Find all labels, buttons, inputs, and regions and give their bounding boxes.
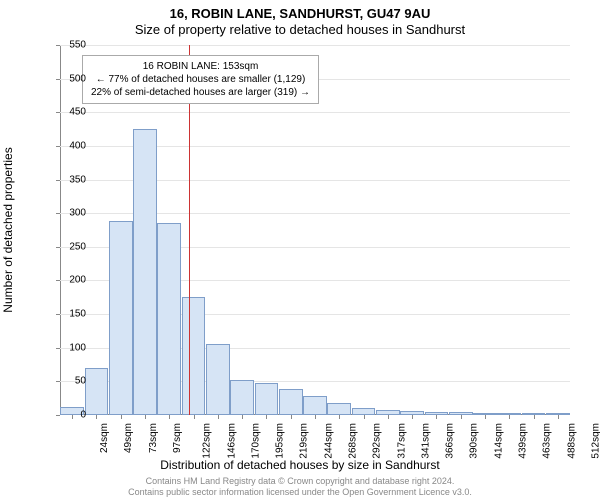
y-axis-line bbox=[60, 45, 61, 415]
histogram-bar bbox=[157, 223, 181, 415]
x-tick-mark bbox=[121, 415, 122, 419]
x-tick-mark bbox=[388, 415, 389, 419]
x-tick-label: 122sqm bbox=[202, 423, 213, 459]
x-tick-label: 292sqm bbox=[372, 423, 383, 459]
x-tick-label: 49sqm bbox=[123, 423, 134, 453]
histogram-bar bbox=[303, 396, 327, 415]
y-tick-label: 500 bbox=[46, 73, 86, 84]
chart-title-sub: Size of property relative to detached ho… bbox=[0, 22, 600, 37]
x-tick-mark bbox=[315, 415, 316, 419]
x-tick-mark bbox=[339, 415, 340, 419]
histogram-bar bbox=[182, 297, 206, 415]
info-box: 16 ROBIN LANE: 153sqm← 77% of detached h… bbox=[82, 55, 319, 104]
footer-line1: Contains HM Land Registry data © Crown c… bbox=[0, 476, 600, 487]
x-tick-label: 414sqm bbox=[493, 423, 504, 459]
x-tick-label: 463sqm bbox=[542, 423, 553, 459]
histogram-bar bbox=[352, 408, 376, 415]
x-tick-mark bbox=[412, 415, 413, 419]
info-box-line1: 16 ROBIN LANE: 153sqm bbox=[91, 60, 310, 73]
x-tick-mark bbox=[436, 415, 437, 419]
x-tick-label: 488sqm bbox=[566, 423, 577, 459]
x-tick-mark bbox=[291, 415, 292, 419]
y-tick-label: 550 bbox=[46, 40, 86, 51]
x-tick-label: 268sqm bbox=[348, 423, 359, 459]
y-tick-label: 200 bbox=[46, 275, 86, 286]
x-tick-mark bbox=[96, 415, 97, 419]
x-tick-label: 219sqm bbox=[299, 423, 310, 459]
y-tick-label: 250 bbox=[46, 241, 86, 252]
histogram-bar bbox=[133, 129, 157, 415]
chart-title-main: 16, ROBIN LANE, SANDHURST, GU47 9AU bbox=[0, 6, 600, 21]
x-tick-label: 195sqm bbox=[275, 423, 286, 459]
x-axis-label: Distribution of detached houses by size … bbox=[0, 458, 600, 472]
histogram-bar bbox=[255, 383, 279, 415]
x-tick-mark bbox=[534, 415, 535, 419]
y-tick-label: 350 bbox=[46, 174, 86, 185]
histogram-bar bbox=[279, 389, 303, 415]
footer-note: Contains HM Land Registry data © Crown c… bbox=[0, 476, 600, 498]
histogram-bar bbox=[109, 221, 133, 415]
info-box-line2: ← 77% of detached houses are smaller (1,… bbox=[91, 73, 310, 86]
x-tick-mark bbox=[558, 415, 559, 419]
footer-line2: Contains public sector information licen… bbox=[0, 487, 600, 498]
histogram-bar bbox=[206, 344, 230, 415]
gridline bbox=[60, 112, 570, 113]
x-tick-mark bbox=[485, 415, 486, 419]
x-tick-mark bbox=[145, 415, 146, 419]
x-tick-label: 146sqm bbox=[226, 423, 237, 459]
x-tick-label: 24sqm bbox=[99, 423, 110, 453]
x-tick-label: 244sqm bbox=[323, 423, 334, 459]
x-tick-label: 170sqm bbox=[250, 423, 261, 459]
y-tick-label: 50 bbox=[46, 376, 86, 387]
gridline bbox=[60, 45, 570, 46]
x-tick-label: 512sqm bbox=[590, 423, 600, 459]
x-tick-label: 366sqm bbox=[445, 423, 456, 459]
x-tick-mark bbox=[461, 415, 462, 419]
x-tick-mark bbox=[509, 415, 510, 419]
x-tick-mark bbox=[169, 415, 170, 419]
x-tick-label: 439sqm bbox=[518, 423, 529, 459]
histogram-bar bbox=[230, 380, 254, 415]
x-tick-label: 390sqm bbox=[469, 423, 480, 459]
y-tick-label: 100 bbox=[46, 342, 86, 353]
y-tick-label: 400 bbox=[46, 140, 86, 151]
histogram-bar bbox=[85, 368, 109, 415]
y-tick-label: 0 bbox=[46, 410, 86, 421]
x-tick-label: 341sqm bbox=[420, 423, 431, 459]
x-tick-mark bbox=[218, 415, 219, 419]
plot-area: 16 ROBIN LANE: 153sqm← 77% of detached h… bbox=[60, 45, 570, 415]
x-tick-label: 317sqm bbox=[396, 423, 407, 459]
y-tick-label: 300 bbox=[46, 208, 86, 219]
x-tick-mark bbox=[242, 415, 243, 419]
x-tick-mark bbox=[266, 415, 267, 419]
y-tick-label: 150 bbox=[46, 309, 86, 320]
y-axis-label: Number of detached properties bbox=[1, 147, 15, 312]
info-box-line3: 22% of semi-detached houses are larger (… bbox=[91, 86, 310, 99]
x-tick-mark bbox=[364, 415, 365, 419]
histogram-bar bbox=[327, 403, 351, 415]
x-tick-label: 97sqm bbox=[172, 423, 183, 453]
x-tick-mark bbox=[194, 415, 195, 419]
x-tick-label: 73sqm bbox=[148, 423, 159, 453]
y-tick-label: 450 bbox=[46, 107, 86, 118]
